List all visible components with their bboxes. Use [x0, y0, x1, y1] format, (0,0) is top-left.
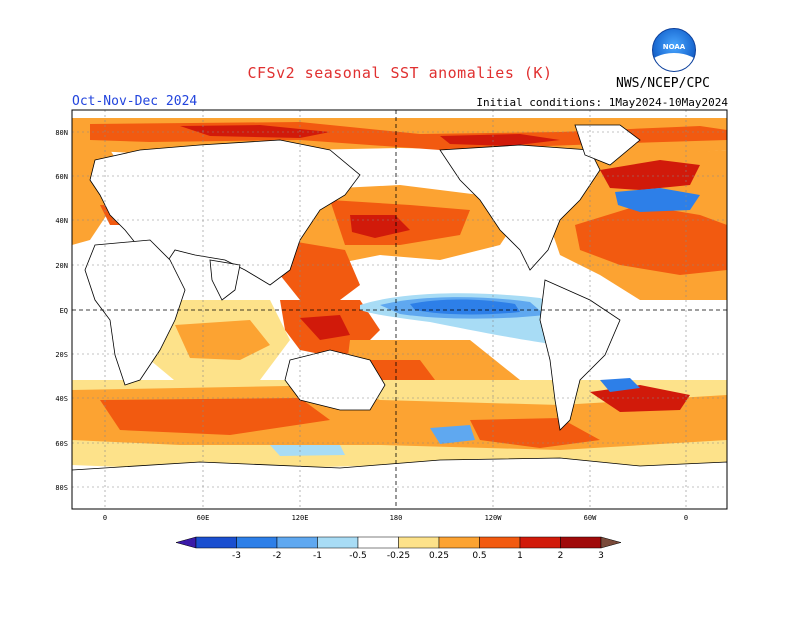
- colorbar-tick-label: -0.5: [349, 551, 367, 561]
- colorbar-tick-label: 3: [598, 551, 604, 561]
- lat-label: 40S: [55, 395, 68, 403]
- colorbar-swatch: [398, 536, 440, 549]
- season-label: Oct-Nov-Dec 2024: [72, 94, 198, 109]
- agency-label: NWS/NCEP/CPC: [616, 76, 710, 91]
- colorbar-tick-label: 0.25: [429, 551, 449, 561]
- lat-label: 60N: [55, 173, 68, 181]
- colorbar-tick-label: -1: [313, 551, 322, 561]
- longitude-labels: 0 60E 120E 180 120W 60W 0: [103, 514, 688, 522]
- south-america-landmass: [539, 279, 621, 431]
- southern-ocean-strong-2: [470, 418, 600, 448]
- north-pacific-core: [350, 215, 410, 238]
- colorbar-swatch: [479, 536, 521, 549]
- colorbar-swatch: [195, 536, 237, 549]
- colorbar-tick-label: -3: [232, 551, 241, 561]
- maritime-red: [300, 315, 350, 340]
- southern-ocean-cool: [430, 425, 475, 444]
- colorbar-swatch: [519, 536, 561, 549]
- initial-conditions-label: Initial conditions: 1May2024-10May2024: [476, 96, 728, 109]
- lat-label: 80N: [55, 129, 68, 137]
- lat-label: 20N: [55, 262, 68, 270]
- arctic-red-core: [180, 125, 330, 138]
- arctic-red-core-2: [440, 134, 560, 146]
- colorbar-tick-label: -2: [273, 551, 282, 561]
- lon-label: 120E: [292, 514, 309, 522]
- africa-landmass: [84, 239, 186, 386]
- lon-label: 0: [684, 514, 688, 522]
- lat-label: 80S: [55, 484, 68, 492]
- colorbar-swatch: [276, 536, 318, 549]
- north-atlantic-strong: [575, 205, 727, 275]
- map-gridlines: [72, 110, 727, 509]
- cold-tongue-core: [410, 299, 520, 315]
- south-atlantic-cool: [600, 378, 640, 392]
- colorbar: -3 -2 -1 -0.5 -0.25 0.25 0.5 1 2 3: [175, 536, 622, 561]
- colorbar-tick-label: 0.5: [472, 551, 486, 561]
- colorbar-arrow-high: [600, 536, 622, 549]
- latitude-labels: 80N 60N 40N 20N EQ 20S 40S 60S 80S: [55, 129, 68, 492]
- north-atlantic-red: [600, 160, 700, 190]
- colorbar-swatch: [438, 536, 480, 549]
- noaa-logo-text: NOAA: [662, 43, 686, 51]
- colorbar-tick-label: 1: [517, 551, 523, 561]
- lat-label: 40N: [55, 217, 68, 225]
- lat-label: EQ: [60, 307, 68, 315]
- map-border: [71, 109, 728, 510]
- colorbar-swatch: [357, 536, 399, 549]
- noaa-logo-icon: NOAA: [652, 28, 696, 72]
- southern-ocean-strong: [100, 398, 330, 435]
- indian-ocean-warm: [175, 320, 270, 360]
- colorbar-swatch: [317, 536, 359, 549]
- lat-label: 60S: [55, 440, 68, 448]
- map-reference-lines: [72, 110, 727, 509]
- lon-label: 60E: [197, 514, 210, 522]
- india-landmass: [209, 259, 241, 301]
- lon-label: 120W: [485, 514, 503, 522]
- south-atlantic-red: [590, 385, 690, 412]
- greenland-landmass: [574, 124, 641, 166]
- north-atlantic-cool: [615, 188, 700, 212]
- colorbar-swatch: [560, 536, 602, 549]
- map-title: CFSv2 seasonal SST anomalies (K): [247, 64, 553, 82]
- colorbar-tick-label: 2: [558, 551, 564, 561]
- colorbar-tick-label: -0.25: [387, 551, 410, 561]
- colorbar-swatch: [236, 536, 278, 549]
- lon-label: 60W: [584, 514, 597, 522]
- colorbar-arrow-low: [175, 536, 197, 549]
- australia-landmass: [284, 349, 386, 411]
- lon-label: 0: [103, 514, 107, 522]
- lon-label: 180: [390, 514, 403, 522]
- lat-label: 20S: [55, 351, 68, 359]
- antarctica-landmass: [72, 457, 727, 509]
- southern-ocean-cool-2: [270, 445, 345, 456]
